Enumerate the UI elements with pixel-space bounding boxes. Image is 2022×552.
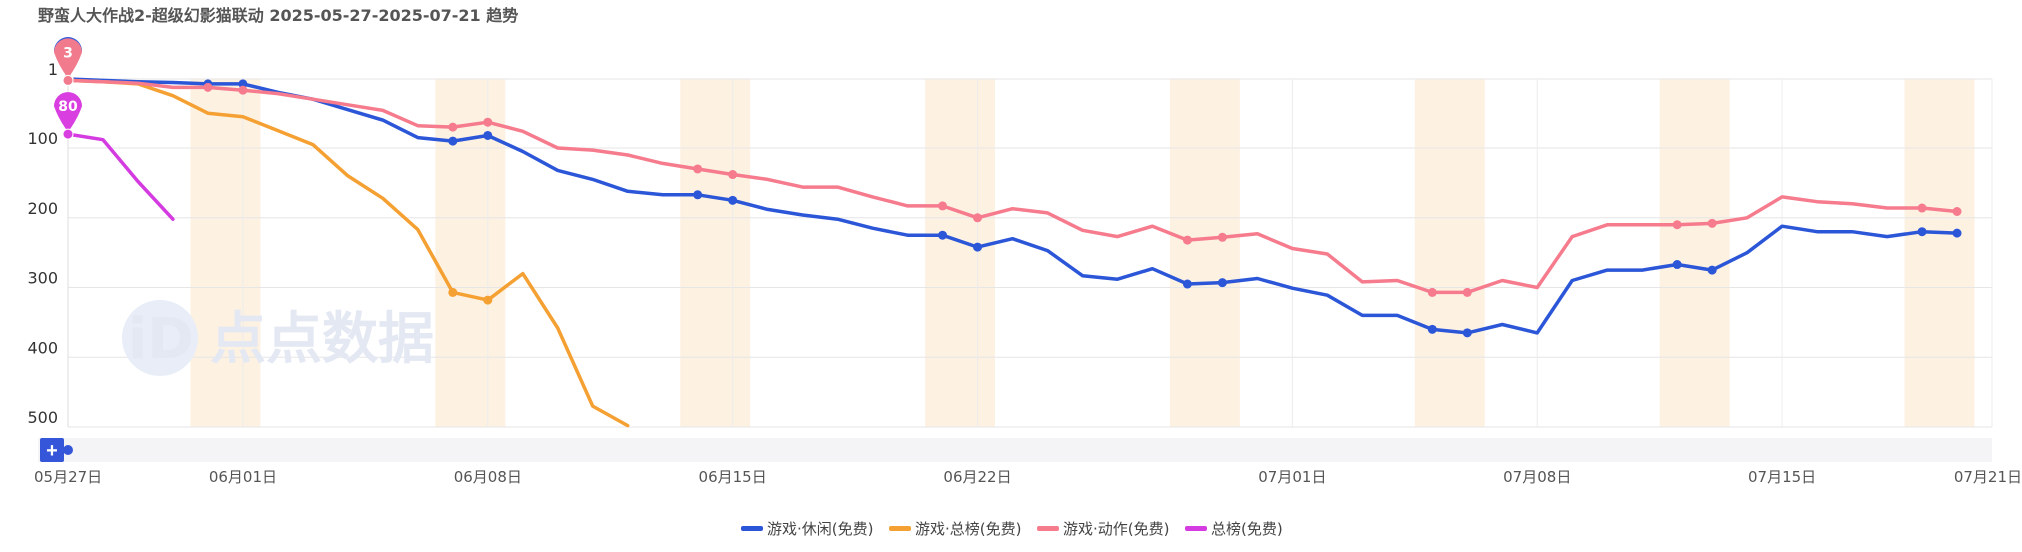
data-point: [448, 136, 458, 146]
marker-pin: [54, 38, 82, 79]
data-point: [1952, 228, 1962, 238]
data-point: [693, 164, 703, 174]
data-point: [938, 201, 948, 211]
data-point: [728, 170, 738, 180]
x-axis-ticks: 05月27日 06月01日 06月08日 06月15日 06月22日 07月01日 07月0…: [34, 468, 2022, 486]
data-point: [1952, 207, 1962, 217]
legend-label: 游戏·总榜(免费): [915, 520, 1021, 538]
legend-swatch: [1037, 526, 1059, 531]
weekend-bands: [190, 79, 1975, 427]
zoom-bar: +: [38, 438, 1992, 462]
marker-dot: [62, 74, 74, 86]
watermark-logo-text: iD: [128, 307, 194, 372]
x-tick-label: 07月15日: [1748, 468, 1816, 486]
series-line: [66, 77, 1959, 335]
chart-title: 野蛮人大作战2-超级幻影猫联动 2025-05-27-2025-07-21 趋势: [38, 6, 519, 25]
x-tick-label: 06月08日: [454, 468, 522, 486]
data-point: [203, 82, 213, 92]
zoom-handle[interactable]: [63, 445, 73, 455]
series-lines: [66, 77, 1959, 428]
data-point: [1217, 278, 1227, 288]
watermark: iD 点点数据: [122, 300, 434, 376]
data-point: [1427, 324, 1437, 334]
x-tick-label: 06月22日: [943, 468, 1011, 486]
legend: 游戏·休闲(免费) 游戏·总榜(免费) 游戏·动作(免费) 总榜(免费): [741, 520, 1283, 538]
weekend-band: [1659, 79, 1730, 427]
weekend-band: [190, 79, 261, 427]
legend-swatch: [741, 526, 763, 531]
data-point: [1427, 287, 1437, 297]
y-tick-label: 1: [48, 60, 58, 79]
data-point: [1217, 232, 1227, 242]
data-point: [1917, 203, 1927, 213]
y-tick-label: 200: [27, 199, 58, 218]
data-point: [448, 122, 458, 132]
x-tick-label: 07月08日: [1503, 468, 1571, 486]
legend-label: 游戏·休闲(免费): [767, 520, 873, 538]
data-point: [1707, 218, 1717, 228]
data-point: [938, 230, 948, 240]
zoom-track[interactable]: [38, 438, 1992, 462]
data-point: [483, 117, 493, 127]
weekend-band: [925, 79, 996, 427]
data-point: [1672, 220, 1682, 230]
data-point: [1917, 227, 1927, 237]
zoom-plus-label: +: [46, 440, 58, 462]
data-point: [973, 213, 983, 223]
x-tick-label: 06月01日: [209, 468, 277, 486]
data-point: [483, 295, 493, 305]
marker-label: 3: [63, 45, 73, 61]
zoom-plus-button[interactable]: [40, 438, 64, 462]
y-tick-label: 400: [27, 338, 58, 357]
y-tick-label: 300: [27, 269, 58, 288]
series-line: [66, 78, 630, 428]
legend-swatch: [889, 526, 911, 531]
marker-pin: [54, 92, 82, 133]
data-point: [238, 79, 248, 89]
x-tick-label: 06月15日: [699, 468, 767, 486]
x-tick-label: 07月21日: [1954, 468, 2022, 486]
series-line: [66, 78, 1959, 295]
legend-label: 游戏·动作(免费): [1063, 520, 1169, 538]
data-point: [1182, 279, 1192, 289]
weekend-band: [435, 79, 506, 427]
legend-label: 总榜(免费): [1211, 520, 1283, 538]
value-markers: 1380: [54, 37, 82, 140]
weekend-band: [1904, 79, 1975, 427]
x-tick-label: 05月27日: [34, 468, 102, 486]
watermark-logo-circle: [122, 300, 198, 376]
data-point: [1707, 265, 1717, 275]
data-point: [1672, 260, 1682, 270]
y-tick-label: 500: [27, 408, 58, 427]
weekend-band: [680, 79, 751, 427]
data-point: [448, 287, 458, 297]
series-line: [66, 132, 175, 221]
y-tick-label: 100: [27, 129, 58, 148]
data-point: [973, 242, 983, 252]
data-point: [728, 195, 738, 205]
marker-dot: [62, 128, 74, 140]
data-point: [483, 130, 493, 140]
x-tick-label: 07月01日: [1258, 468, 1326, 486]
y-axis-ticks: 1 100 200 300 400 500: [27, 60, 58, 427]
marker-label: 80: [58, 99, 78, 115]
watermark-name: 点点数据: [210, 307, 434, 372]
data-point: [1462, 287, 1472, 297]
data-point: [693, 190, 703, 200]
weekend-band: [1169, 79, 1240, 427]
legend-swatch: [1185, 526, 1207, 531]
grid-lines: [67, 78, 1993, 428]
data-point: [238, 85, 248, 95]
weekend-band: [1414, 79, 1485, 427]
data-point: [1182, 235, 1192, 245]
data-point: [1462, 328, 1472, 338]
